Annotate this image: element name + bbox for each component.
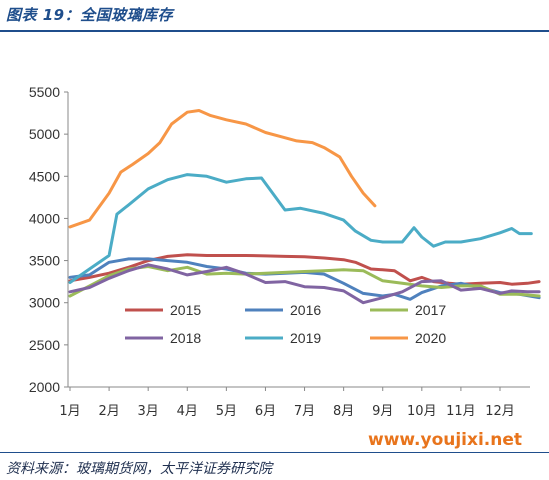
y-axis-ticks: 2000 2500 3000 3500 4000 4500 5000 5500 [29,84,68,395]
legend-label-2016: 2016 [290,302,321,318]
y-tick-label: 5000 [29,126,60,142]
title-rule [0,30,549,32]
y-tick-label: 3000 [29,295,60,311]
legend-label-2020: 2020 [415,330,446,346]
source-rule [0,452,549,453]
x-tick-label: 3月 [138,404,159,419]
y-tick-label: 4500 [29,168,60,184]
series-line-2020 [68,109,377,229]
x-tick-label: 1月 [59,404,80,419]
x-tick-label: 9月 [372,404,393,419]
y-tick-label: 2500 [29,337,60,353]
legend-label-2017: 2017 [415,302,446,318]
series-line-2019 [68,173,533,284]
legend: 2015 2016 2017 2018 2019 2020 [125,302,446,346]
x-tick-label: 10月 [407,404,437,419]
y-tick-label: 4000 [29,210,60,226]
series-line-2017 [68,265,541,298]
series-line-2018 [68,263,541,305]
x-tick-label: 8月 [333,404,354,419]
figure-title: 图表 19：全国玻璃库存 [6,6,174,24]
x-tick-label: 5月 [216,404,237,419]
x-tick-label: 11月 [446,404,476,419]
x-axis-ticks: 1月 2月 3月 4月 5月 6月 7月 8月 9月 10月 11月 12月 [59,387,515,419]
chart-axes [67,92,530,388]
x-tick-label: 12月 [485,404,515,419]
x-tick-label: 6月 [255,404,276,419]
legend-label-2015: 2015 [170,302,201,318]
series-line-2016 [68,257,541,301]
legend-label-2018: 2018 [170,330,201,346]
series-lines [68,109,541,305]
y-tick-label: 5500 [29,84,60,100]
watermark-text: www.youjixi.net [368,430,523,450]
source-note: 资料来源：玻璃期货网，太平洋证券研究院 [6,461,272,477]
legend-label-2019: 2019 [290,330,321,346]
y-tick-label: 2000 [29,379,60,395]
x-tick-label: 4月 [177,404,198,419]
x-tick-label: 2月 [98,404,119,419]
y-tick-label: 3500 [29,253,60,269]
inventory-line-chart: 2000 2500 3000 3500 4000 4500 5000 5500 1月 2月 3月 4… [29,84,541,419]
x-tick-label: 7月 [294,404,315,419]
